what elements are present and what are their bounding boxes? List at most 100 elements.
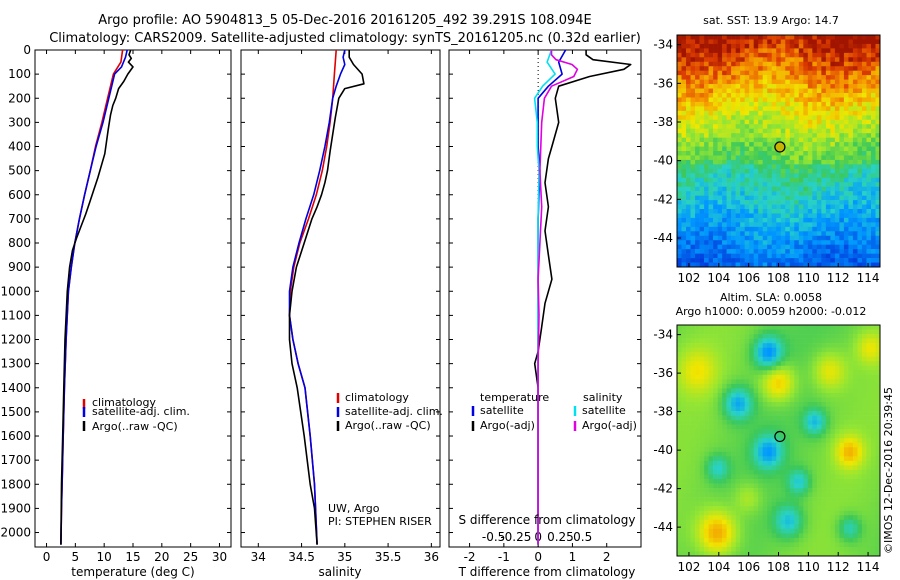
heatmap-cell bbox=[726, 365, 732, 371]
heatmap-cell bbox=[803, 334, 809, 339]
heatmap-cell bbox=[704, 253, 709, 259]
heatmap-cell bbox=[771, 106, 777, 112]
heatmap-cell bbox=[767, 546, 773, 552]
heatmap-cell bbox=[803, 365, 809, 371]
heatmap-cell bbox=[866, 57, 872, 63]
heatmap-cell bbox=[789, 456, 795, 462]
heatmap-cell bbox=[870, 338, 876, 344]
heatmap-cell bbox=[780, 506, 786, 512]
heatmap-cell bbox=[798, 146, 804, 152]
heatmap-cell bbox=[767, 465, 773, 471]
heatmap-cell bbox=[852, 155, 858, 161]
heatmap-cell bbox=[749, 115, 754, 121]
heatmap-cell bbox=[825, 456, 831, 462]
heatmap-cell bbox=[857, 61, 863, 67]
heatmap-cell bbox=[749, 506, 754, 512]
heatmap-cell bbox=[834, 262, 840, 268]
heatmap-cell bbox=[753, 519, 759, 525]
heatmap-cell bbox=[807, 110, 813, 116]
heatmap-cell bbox=[866, 133, 872, 138]
heatmap-cell bbox=[744, 501, 750, 507]
heatmap-cell bbox=[762, 447, 768, 453]
heatmap-cell bbox=[758, 519, 764, 525]
heatmap-cell bbox=[776, 388, 782, 394]
heatmap-cell bbox=[758, 433, 764, 439]
heatmap-cell bbox=[785, 329, 791, 335]
heatmap-cell bbox=[848, 397, 854, 403]
heatmap-cell bbox=[722, 551, 727, 557]
heatmap-cell bbox=[695, 406, 700, 412]
heatmap-cell bbox=[798, 551, 804, 557]
heatmap-cell bbox=[744, 329, 750, 335]
heatmap-cell bbox=[704, 155, 709, 161]
heatmap-cell bbox=[740, 262, 745, 268]
heatmap-cell bbox=[816, 338, 822, 344]
heatmap-cell bbox=[762, 406, 768, 412]
heatmap-cell bbox=[704, 244, 709, 250]
heatmap-cell bbox=[758, 213, 764, 219]
heatmap-cell bbox=[789, 133, 795, 138]
heatmap-cell bbox=[762, 383, 768, 389]
heatmap-cell bbox=[875, 52, 881, 58]
heatmap-cell bbox=[803, 392, 809, 398]
heatmap-cell bbox=[785, 483, 791, 489]
heatmap-cell bbox=[681, 222, 687, 228]
heatmap-cell bbox=[744, 168, 750, 174]
heatmap-cell bbox=[866, 510, 872, 516]
heatmap-cell bbox=[731, 519, 736, 525]
heatmap-cell bbox=[758, 262, 764, 268]
heatmap-cell bbox=[699, 39, 705, 45]
heatmap-cell bbox=[807, 244, 813, 250]
heatmap-cell bbox=[767, 469, 773, 475]
heatmap-cell bbox=[735, 164, 741, 170]
legend-s-satellite: satellite bbox=[582, 404, 626, 417]
heatmap-cell bbox=[785, 195, 791, 201]
heatmap-cell bbox=[776, 469, 782, 475]
x-tick-label: 0 bbox=[534, 550, 542, 564]
heatmap-cell bbox=[803, 146, 809, 152]
heatmap-cell bbox=[681, 195, 687, 201]
heatmap-cell bbox=[735, 226, 741, 232]
heatmap-cell bbox=[843, 329, 849, 335]
heatmap-cell bbox=[834, 356, 840, 362]
heatmap-cell bbox=[762, 456, 768, 462]
heatmap-cell bbox=[857, 253, 863, 259]
heatmap-cell bbox=[870, 388, 876, 394]
heatmap-cell bbox=[749, 133, 754, 138]
heatmap-cell bbox=[834, 133, 840, 138]
heatmap-cell bbox=[690, 533, 696, 539]
heatmap-cell bbox=[717, 519, 723, 525]
heatmap-cell bbox=[740, 226, 745, 232]
heatmap-cell bbox=[816, 383, 822, 389]
heatmap-cell bbox=[839, 438, 845, 444]
heatmap-cell bbox=[749, 383, 754, 389]
heatmap-cell bbox=[812, 497, 818, 502]
heatmap-cell bbox=[812, 365, 818, 371]
heatmap-cell bbox=[744, 200, 750, 205]
heatmap-cell bbox=[722, 115, 727, 121]
heatmap-cell bbox=[812, 352, 818, 358]
heatmap-cell bbox=[789, 119, 795, 125]
heatmap-cell bbox=[771, 474, 777, 480]
heatmap-cell bbox=[798, 249, 804, 254]
heatmap-cell bbox=[870, 479, 876, 484]
heatmap-cell bbox=[803, 200, 809, 205]
heatmap-cell bbox=[843, 244, 849, 250]
heatmap-cell bbox=[839, 66, 845, 71]
legend-t-satellite: satellite bbox=[480, 404, 524, 417]
heatmap-cell bbox=[744, 177, 750, 183]
heatmap-cell bbox=[816, 533, 822, 539]
heatmap-cell bbox=[870, 79, 876, 85]
heatmap-cell bbox=[866, 442, 872, 448]
heatmap-cell bbox=[771, 191, 777, 196]
heatmap-cell bbox=[686, 101, 691, 107]
heatmap-cell bbox=[861, 137, 867, 143]
heatmap-cell bbox=[767, 79, 773, 85]
heatmap-cell bbox=[834, 406, 840, 412]
heatmap-cell bbox=[699, 43, 705, 49]
heatmap-cell bbox=[695, 456, 700, 462]
heatmap-cell bbox=[870, 39, 876, 45]
heatmap-cell bbox=[681, 537, 687, 543]
heatmap-cell bbox=[785, 164, 791, 170]
heatmap-cell bbox=[726, 488, 732, 493]
